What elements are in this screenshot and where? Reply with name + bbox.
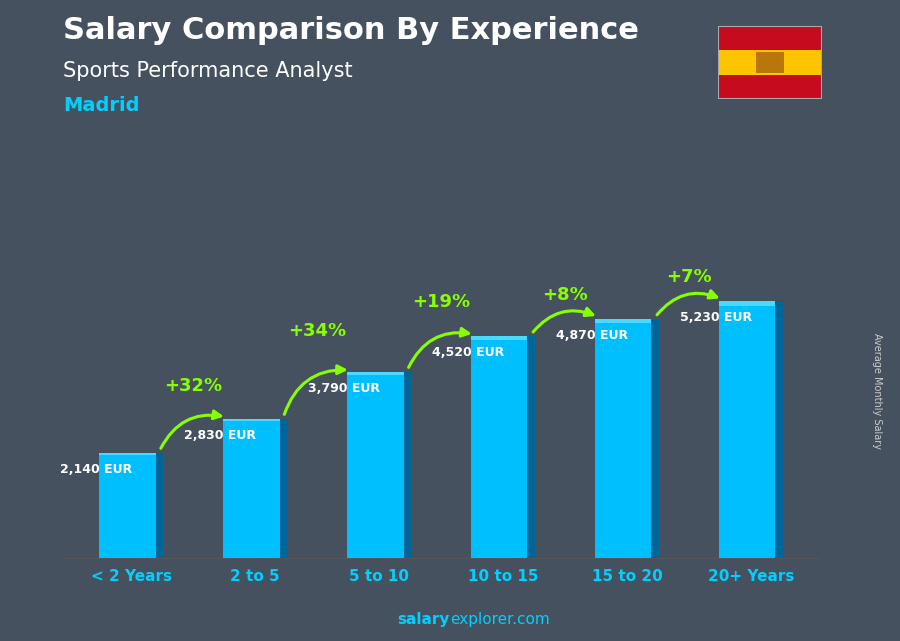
Bar bbox=[652, 319, 659, 558]
Bar bbox=[527, 336, 536, 558]
Bar bbox=[718, 75, 822, 99]
Text: +34%: +34% bbox=[288, 322, 346, 340]
Bar bbox=[718, 26, 822, 50]
Text: salary: salary bbox=[398, 612, 450, 627]
Bar bbox=[756, 52, 784, 73]
Text: Sports Performance Analyst: Sports Performance Analyst bbox=[63, 61, 353, 81]
Text: 3,790 EUR: 3,790 EUR bbox=[309, 381, 381, 395]
Bar bbox=[718, 50, 822, 75]
Bar bbox=[595, 319, 652, 558]
Bar bbox=[403, 372, 411, 558]
Text: 2,140 EUR: 2,140 EUR bbox=[60, 463, 132, 476]
Bar bbox=[595, 319, 652, 323]
Text: Average Monthly Salary: Average Monthly Salary bbox=[872, 333, 883, 449]
Bar bbox=[156, 453, 164, 558]
Bar bbox=[346, 372, 403, 558]
Text: Salary Comparison By Experience: Salary Comparison By Experience bbox=[63, 16, 639, 45]
Bar bbox=[346, 372, 403, 375]
Bar bbox=[99, 453, 156, 558]
Bar bbox=[223, 419, 280, 558]
Bar bbox=[775, 301, 783, 558]
Bar bbox=[280, 419, 287, 558]
Bar bbox=[718, 301, 775, 558]
Text: 4,870 EUR: 4,870 EUR bbox=[556, 329, 628, 342]
Text: +32%: +32% bbox=[164, 377, 222, 395]
Bar bbox=[471, 336, 527, 340]
Text: 5,230 EUR: 5,230 EUR bbox=[680, 311, 752, 324]
Bar bbox=[99, 453, 156, 454]
Text: Madrid: Madrid bbox=[63, 96, 140, 115]
Bar bbox=[718, 301, 775, 306]
Text: explorer.com: explorer.com bbox=[450, 612, 550, 627]
Text: +8%: +8% bbox=[542, 286, 588, 304]
Bar bbox=[223, 419, 280, 421]
Text: 4,520 EUR: 4,520 EUR bbox=[432, 346, 504, 359]
Text: +19%: +19% bbox=[412, 293, 470, 311]
Text: 2,830 EUR: 2,830 EUR bbox=[184, 429, 256, 442]
Bar bbox=[471, 336, 527, 558]
Text: +7%: +7% bbox=[666, 268, 712, 286]
